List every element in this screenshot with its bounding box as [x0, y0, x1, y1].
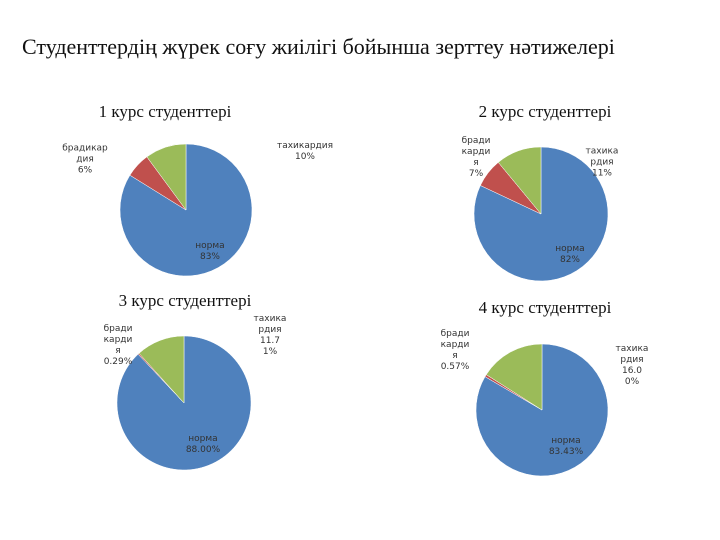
category-label: тахикардия: [253, 314, 287, 335]
category-label: брадикардия: [461, 136, 491, 168]
slide-title: Студенттердің жүрек соғу жиілігі бойынша…: [22, 34, 615, 59]
slice-label: брадикардия 0.29%: [101, 324, 135, 368]
slice-label: брадикардия 7%: [459, 136, 493, 180]
pie-title: 1 курс студенттері: [99, 102, 232, 121]
value-label: 0.57%: [440, 362, 470, 372]
category-label: брадикардия: [103, 324, 133, 356]
value-label: 10%: [294, 152, 315, 162]
slice-label: тахикардия 11.71%: [253, 314, 287, 358]
category-label: норма: [555, 244, 585, 254]
slice-label: тахикардия 16.00%: [615, 344, 649, 388]
category-label: тахикардия: [615, 344, 649, 365]
value-label: 82%: [559, 255, 580, 265]
category-label: тахикардия: [585, 146, 619, 168]
category-label: норма: [551, 436, 581, 446]
value-label: 11%: [591, 168, 612, 179]
slice-label: норма 83.43%: [544, 436, 588, 458]
slice-label: брадикардия 0.57%: [438, 329, 472, 373]
slice-label: брадикардия 6%: [60, 144, 110, 177]
pie-slice: [146, 143, 187, 211]
value-label: 16.00%: [621, 366, 643, 387]
value-label: 88.00%: [185, 445, 221, 455]
pie-title: 4 курс студенттері: [479, 298, 612, 317]
pie-title: 3 курс студенттері: [119, 291, 252, 310]
slice-label: норма 83%: [190, 241, 230, 263]
pie-title: 2 курс студенттері: [479, 102, 612, 121]
value-label: 0.29%: [103, 357, 133, 367]
category-label: норма: [188, 434, 218, 444]
slice-label: норма 82%: [550, 244, 590, 266]
slice-label: тахикардия 11%: [585, 147, 619, 180]
value-label: 83%: [199, 252, 220, 262]
category-label: норма: [195, 241, 225, 251]
category-label: брадикардия: [62, 143, 108, 165]
value-label: 6%: [77, 165, 93, 176]
value-label: 83.43%: [548, 447, 584, 457]
slice-label: норма 88.00%: [181, 434, 225, 456]
value-label: 11.71%: [259, 336, 281, 357]
category-label: тахикардия: [276, 141, 334, 151]
pie-slice: [497, 146, 542, 215]
category-label: брадикардия: [440, 329, 470, 361]
slice-label: тахикардия 10%: [275, 141, 335, 163]
value-label: 7%: [468, 169, 484, 179]
pie-slice: [485, 343, 543, 411]
pie-slice: [138, 335, 185, 404]
